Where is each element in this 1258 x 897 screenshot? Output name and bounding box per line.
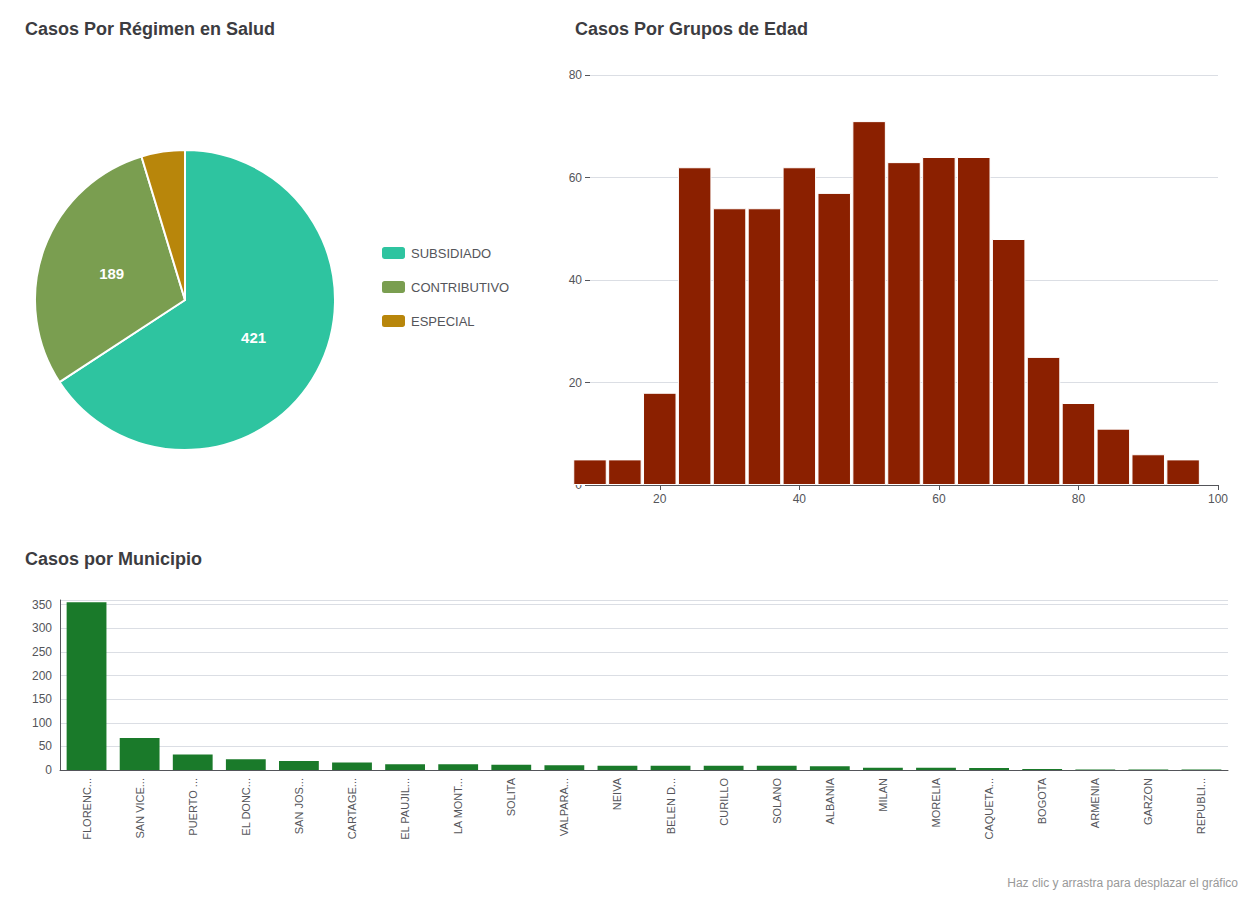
svg-text:SOLITA: SOLITA	[505, 777, 517, 816]
svg-text:SAN JOS...: SAN JOS...	[293, 778, 305, 834]
svg-text:50: 50	[39, 739, 53, 753]
svg-text:Casos Por Régimen en Salud: Casos Por Régimen en Salud	[25, 19, 275, 39]
svg-text:40: 40	[569, 273, 583, 287]
svg-text:350: 350	[32, 598, 52, 612]
svg-text:Casos Por Grupos de Edad: Casos Por Grupos de Edad	[575, 19, 808, 39]
svg-text:CONTRIBUTIVO: CONTRIBUTIVO	[411, 280, 509, 295]
svg-text:MILAN: MILAN	[877, 778, 889, 812]
svg-text:REPUBLI...: REPUBLI...	[1195, 778, 1207, 834]
svg-text:Casos por Municipio: Casos por Municipio	[25, 549, 202, 569]
svg-text:ARMENIA: ARMENIA	[1089, 777, 1101, 828]
svg-text:MORELIA: MORELIA	[930, 777, 942, 827]
svg-text:SOLANO: SOLANO	[771, 778, 783, 824]
svg-text:60: 60	[569, 171, 583, 185]
svg-text:BOGOTA: BOGOTA	[1036, 777, 1048, 824]
svg-text:300: 300	[32, 621, 52, 635]
svg-text:20: 20	[653, 492, 667, 506]
svg-text:LA MONT...: LA MONT...	[452, 778, 464, 834]
svg-text:ESPECIAL: ESPECIAL	[411, 314, 475, 329]
svg-text:20: 20	[569, 376, 583, 390]
svg-text:150: 150	[32, 692, 52, 706]
svg-text:EL PAUJIL...: EL PAUJIL...	[399, 778, 411, 840]
svg-text:80: 80	[569, 68, 583, 82]
svg-text:GARZON: GARZON	[1142, 778, 1154, 825]
svg-text:100: 100	[1208, 492, 1228, 506]
svg-text:60: 60	[932, 492, 946, 506]
svg-text:NEIVA: NEIVA	[611, 777, 623, 810]
svg-text:189: 189	[99, 265, 124, 282]
svg-text:BELEN D...: BELEN D...	[665, 778, 677, 834]
svg-text:100: 100	[32, 716, 52, 730]
svg-text:40: 40	[793, 492, 807, 506]
svg-text:Haz clic y arrastra para despl: Haz clic y arrastra para desplazar el gr…	[1007, 876, 1238, 890]
svg-text:CURILLO: CURILLO	[718, 778, 730, 826]
svg-text:VALPARA...: VALPARA...	[558, 778, 570, 836]
svg-text:SAN VICE...: SAN VICE...	[134, 778, 146, 839]
svg-text:SUBSIDIADO: SUBSIDIADO	[411, 246, 491, 261]
svg-text:CAQUETA...: CAQUETA...	[983, 778, 995, 840]
svg-text:FLORENC...: FLORENC...	[81, 778, 93, 840]
svg-text:421: 421	[241, 329, 266, 346]
svg-text:250: 250	[32, 645, 52, 659]
svg-text:80: 80	[1072, 492, 1086, 506]
svg-text:0: 0	[45, 763, 52, 777]
svg-text:ALBANIA: ALBANIA	[824, 777, 836, 824]
svg-text:EL DONC...: EL DONC...	[240, 778, 252, 836]
svg-text:CARTAGE...: CARTAGE...	[346, 778, 358, 839]
svg-text:200: 200	[32, 669, 52, 683]
svg-text:PUERTO ...: PUERTO ...	[187, 778, 199, 836]
